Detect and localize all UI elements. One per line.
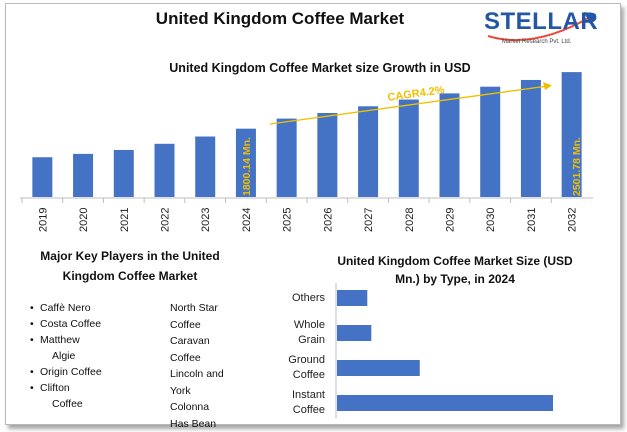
type-bar-ground-coffee xyxy=(337,360,420,376)
type-bar-instant-coffee xyxy=(337,395,553,411)
type-bar-others xyxy=(337,290,367,306)
type-bar-whole-grain xyxy=(337,325,371,341)
